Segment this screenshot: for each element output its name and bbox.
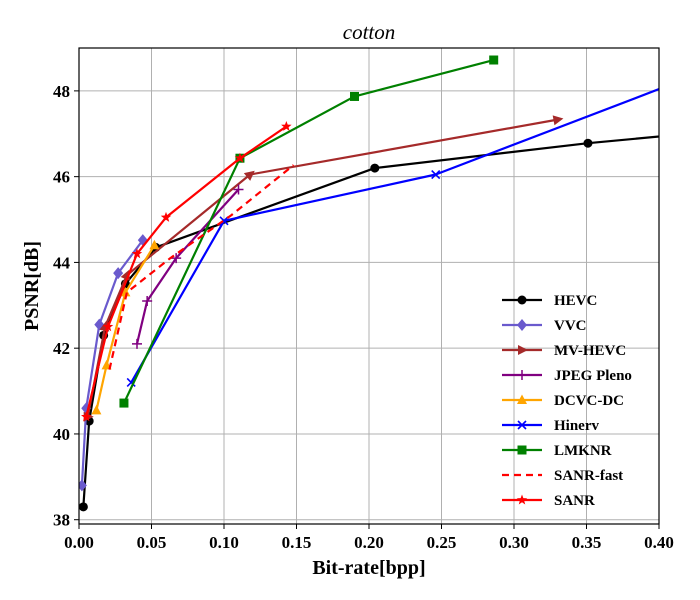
data-point-dcvc-dc (120, 286, 131, 297)
data-point-jpeg-pleno (171, 253, 182, 264)
data-point-hinerv (431, 169, 441, 180)
legend-entry-jpeg-pleno: JPEG Pleno (502, 368, 632, 384)
series-line-dcvc-dc (95, 244, 156, 411)
data-point-vvc (113, 267, 124, 280)
legend-label: VVC (554, 318, 587, 334)
data-point-sanr (281, 120, 292, 131)
legend-label: SANR-fast (554, 468, 623, 484)
legend-entry-lmknr: LMKNR (502, 443, 612, 459)
y-tick-label: 46 (53, 168, 70, 187)
legend-label: MV-HEVC (554, 343, 626, 359)
data-point-hevc (684, 129, 693, 138)
data-point-hinerv (684, 74, 692, 82)
legend-label: Hinerv (554, 418, 599, 434)
x-tick-label: 0.00 (64, 533, 94, 552)
legend-marker (518, 345, 528, 355)
series-line-lmknr (122, 58, 494, 404)
data-point-hevc (370, 163, 380, 173)
legend-label: SANR (554, 493, 595, 509)
series-line-sanr-fast (108, 164, 295, 370)
series-dcvc-dc (91, 239, 160, 415)
data-point-jpeg-pleno (233, 184, 244, 195)
legend-marker (517, 420, 527, 430)
legend-label: HEVC (554, 293, 597, 309)
x-tick-label: 0.30 (499, 533, 529, 552)
legend-marker (517, 295, 527, 305)
data-point-jpeg-pleno (132, 338, 142, 349)
legend-marker (517, 445, 527, 455)
y-tick-label: 44 (53, 253, 71, 272)
legend-label: JPEG Pleno (554, 368, 632, 384)
series-jpeg-pleno (132, 184, 244, 349)
data-point-sanr (131, 248, 143, 259)
x-tick-label: 0.05 (137, 533, 167, 552)
data-point-dcvc-dc (91, 404, 102, 415)
legend-entry-hinerv: Hinerv (502, 418, 599, 434)
y-tick-label: 42 (53, 339, 70, 358)
y-axis-label: PSNR[dB] (21, 241, 43, 331)
legend-marker (517, 394, 527, 404)
data-point-sanr (160, 211, 172, 222)
x-tick-label: 0.35 (572, 533, 602, 552)
legend-entry-sanr: SANR (502, 493, 595, 509)
y-tick-label: 38 (53, 511, 70, 530)
data-point-dcvc-dc (149, 239, 160, 250)
data-point-vvc (79, 479, 87, 492)
legend-label: LMKNR (554, 443, 612, 459)
legend-entry-mv-hevc: MV-HEVC (502, 343, 626, 359)
data-point-mv-hevc (552, 115, 564, 126)
ticks: 0.00 0.05 0.10 0.15 0.20 0.25 0.30 0.35 0.40 38 40… (53, 82, 674, 552)
x-tick-label: 0.20 (354, 533, 384, 552)
series-sanr (81, 120, 292, 422)
series-line-hinerv (130, 87, 659, 384)
series-line-jpeg-pleno (135, 188, 240, 345)
y-tick-label: 48 (53, 82, 70, 101)
data-point-mv-hevc (243, 170, 255, 181)
x-tick-label: 0.40 (644, 533, 674, 552)
series-sanr-fast (108, 164, 295, 370)
x-tick-label: 0.10 (209, 533, 239, 552)
x-tick-label: 0.25 (427, 533, 457, 552)
y-tick-label: 40 (53, 425, 70, 444)
data-point-hevc (79, 502, 88, 512)
data-point-sanr (102, 321, 114, 332)
legend-entry-hevc: HEVC (502, 293, 597, 309)
legend-marker (517, 370, 527, 380)
data-point-lmknr (350, 91, 359, 101)
legend-marker (516, 494, 528, 505)
legend-entry-sanr-fast: SANR-fast (502, 468, 623, 484)
data-point-sanr (81, 411, 92, 422)
legend-label: DCVC-DC (554, 393, 624, 409)
legend: HEVC VVC MV-HEVC JPEG Pleno DCVC-DC Hinerv LMK… (502, 293, 632, 509)
data-point-hevc (583, 138, 593, 148)
legend-marker (517, 319, 527, 331)
legend-entry-dcvc-dc: DCVC-DC (502, 393, 624, 409)
x-tick-label: 0.15 (282, 533, 312, 552)
data-point-lmknr (489, 55, 499, 65)
x-axis-label: Bit-rate[bpp] (312, 557, 425, 579)
chart-title: cotton (343, 20, 396, 44)
data-point-jpeg-pleno (142, 296, 153, 307)
series-group (79, 55, 693, 512)
series-line-sanr (85, 125, 287, 418)
data-point-sanr (234, 152, 246, 163)
legend-entry-vvc: VVC (502, 318, 587, 334)
data-point-lmknr (119, 398, 129, 408)
